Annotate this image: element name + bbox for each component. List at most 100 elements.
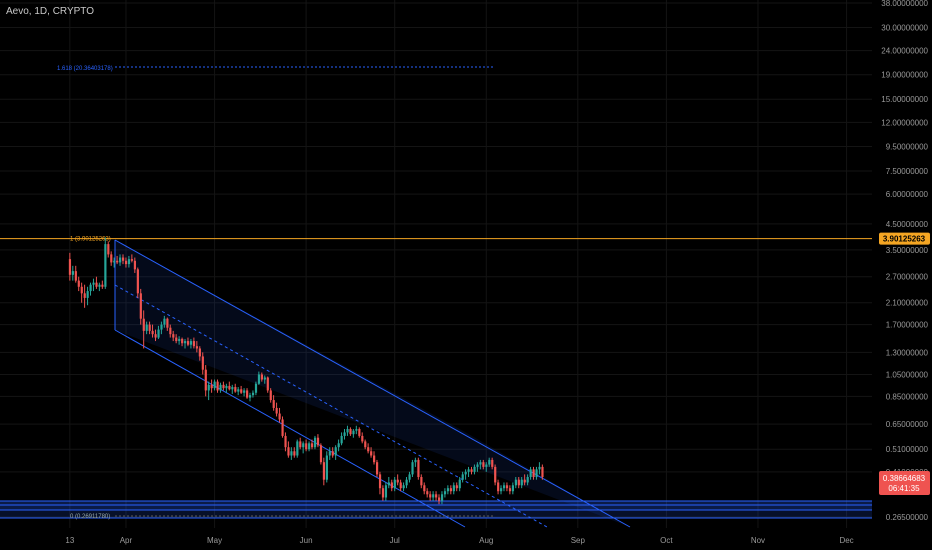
candle[interactable] (175, 334, 178, 344)
candle[interactable] (122, 254, 125, 265)
candle[interactable] (110, 251, 113, 266)
candle[interactable] (98, 282, 101, 292)
candle[interactable] (186, 337, 190, 347)
candle[interactable] (89, 282, 92, 296)
candle[interactable] (257, 371, 261, 385)
candle[interactable] (491, 457, 494, 470)
candle[interactable] (325, 451, 328, 483)
candle[interactable] (440, 491, 444, 505)
candle[interactable] (488, 457, 491, 467)
candle[interactable] (251, 390, 255, 398)
price-axis[interactable]: 38.00000000 30.00000000 24.00000000 19.0000… (872, 0, 932, 550)
candle[interactable] (423, 482, 426, 495)
candle[interactable] (269, 388, 272, 403)
candle[interactable] (222, 381, 225, 391)
candle[interactable] (189, 338, 193, 349)
candle[interactable] (396, 474, 399, 486)
candle[interactable] (485, 462, 488, 472)
candle[interactable] (198, 346, 201, 361)
candle[interactable] (523, 474, 526, 486)
candle[interactable] (308, 441, 311, 452)
candle[interactable] (417, 457, 420, 480)
candle[interactable] (169, 324, 172, 338)
candle[interactable] (402, 482, 405, 492)
candle[interactable] (195, 341, 199, 353)
candle[interactable] (334, 445, 337, 460)
candle[interactable] (438, 494, 441, 505)
candle[interactable] (243, 388, 246, 397)
candle[interactable] (210, 379, 213, 393)
candle[interactable] (526, 474, 529, 486)
candle[interactable] (163, 315, 166, 328)
candle[interactable] (139, 288, 142, 325)
candle[interactable] (517, 477, 520, 489)
candle[interactable] (432, 491, 435, 501)
candle[interactable] (361, 432, 364, 444)
candle[interactable] (104, 237, 107, 289)
candle[interactable] (464, 469, 467, 480)
candle[interactable] (293, 447, 296, 458)
candle[interactable] (358, 427, 361, 438)
candle[interactable] (331, 447, 334, 458)
candle[interactable] (393, 477, 396, 492)
candle[interactable] (119, 254, 122, 266)
candle[interactable] (473, 464, 476, 475)
candle[interactable] (511, 482, 515, 495)
candle[interactable] (319, 443, 323, 465)
candle[interactable] (514, 477, 517, 489)
candle[interactable] (95, 276, 98, 289)
candle[interactable] (375, 459, 379, 478)
candle[interactable] (429, 491, 432, 501)
candle[interactable] (116, 255, 119, 265)
candle[interactable] (237, 387, 240, 396)
candle[interactable] (420, 474, 423, 489)
candle[interactable] (408, 471, 411, 483)
channel-mid-line[interactable] (114, 284, 548, 528)
candle[interactable] (520, 477, 523, 489)
candle[interactable] (157, 325, 160, 339)
candle[interactable] (343, 429, 346, 440)
candle[interactable] (443, 488, 447, 498)
candle[interactable] (80, 282, 83, 303)
candle[interactable] (479, 459, 482, 470)
candle[interactable] (299, 437, 302, 450)
candle[interactable] (127, 255, 131, 268)
candle[interactable] (207, 381, 210, 401)
candle[interactable] (494, 464, 497, 486)
candle[interactable] (508, 485, 512, 495)
candle[interactable] (352, 429, 355, 438)
candle[interactable] (124, 257, 128, 268)
candle[interactable] (482, 459, 485, 470)
candle[interactable] (411, 459, 414, 478)
parallel-channel[interactable] (114, 239, 631, 528)
candle[interactable] (355, 425, 358, 435)
candle[interactable] (145, 321, 148, 335)
channel-upper-line[interactable] (114, 239, 631, 528)
candle[interactable] (387, 477, 390, 489)
candle[interactable] (302, 441, 305, 454)
candle[interactable] (225, 383, 228, 393)
candle[interactable] (83, 284, 86, 308)
candle[interactable] (178, 336, 181, 345)
candle[interactable] (107, 241, 110, 258)
candle[interactable] (313, 435, 317, 450)
candle[interactable] (337, 439, 340, 452)
candle[interactable] (311, 439, 314, 450)
candle[interactable] (390, 479, 393, 492)
candle[interactable] (204, 365, 207, 397)
candle[interactable] (532, 466, 535, 480)
candle[interactable] (505, 482, 509, 492)
candle[interactable] (246, 388, 249, 399)
candle[interactable] (216, 379, 219, 393)
candle[interactable] (133, 257, 137, 273)
candle[interactable] (184, 338, 187, 349)
candle[interactable] (535, 466, 538, 480)
candle[interactable] (281, 416, 284, 438)
candle[interactable] (160, 321, 163, 335)
candle[interactable] (68, 252, 72, 281)
support-zone[interactable] (0, 500, 872, 519)
candle[interactable] (166, 317, 169, 331)
candle[interactable] (340, 432, 343, 446)
